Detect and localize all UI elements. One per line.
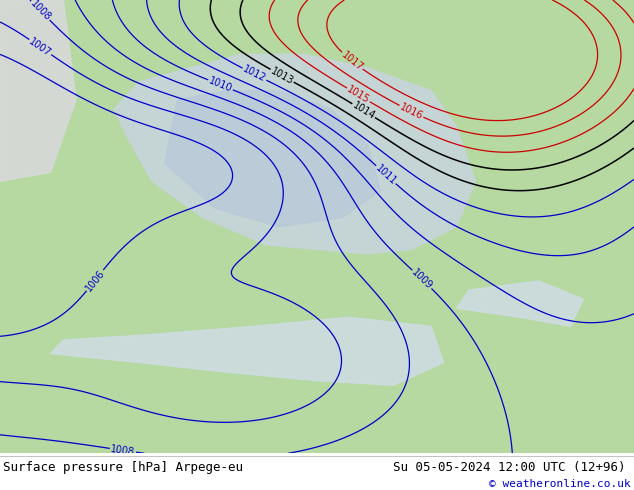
Polygon shape bbox=[0, 0, 76, 181]
Text: 1012: 1012 bbox=[241, 64, 268, 84]
Text: 1008: 1008 bbox=[110, 443, 136, 457]
Polygon shape bbox=[456, 281, 583, 326]
Text: 1014: 1014 bbox=[351, 100, 377, 122]
Polygon shape bbox=[165, 91, 380, 226]
Text: Su 05-05-2024 12:00 UTC (12+96): Su 05-05-2024 12:00 UTC (12+96) bbox=[393, 462, 626, 474]
Text: © weatheronline.co.uk: © weatheronline.co.uk bbox=[489, 480, 631, 490]
Text: 1007: 1007 bbox=[27, 36, 53, 58]
Text: 1006: 1006 bbox=[84, 268, 107, 293]
Text: 1009: 1009 bbox=[410, 267, 434, 292]
Text: 1011: 1011 bbox=[373, 163, 398, 187]
Text: Surface pressure [hPa] Arpege-eu: Surface pressure [hPa] Arpege-eu bbox=[3, 462, 243, 474]
Polygon shape bbox=[114, 54, 476, 254]
Polygon shape bbox=[0, 0, 634, 453]
Text: 1016: 1016 bbox=[398, 101, 425, 122]
Text: 1013: 1013 bbox=[269, 66, 295, 86]
Text: 1010: 1010 bbox=[207, 75, 234, 94]
Polygon shape bbox=[51, 318, 444, 385]
Text: 1015: 1015 bbox=[345, 84, 372, 105]
Text: 1008: 1008 bbox=[29, 0, 53, 23]
Text: 1017: 1017 bbox=[339, 49, 365, 73]
